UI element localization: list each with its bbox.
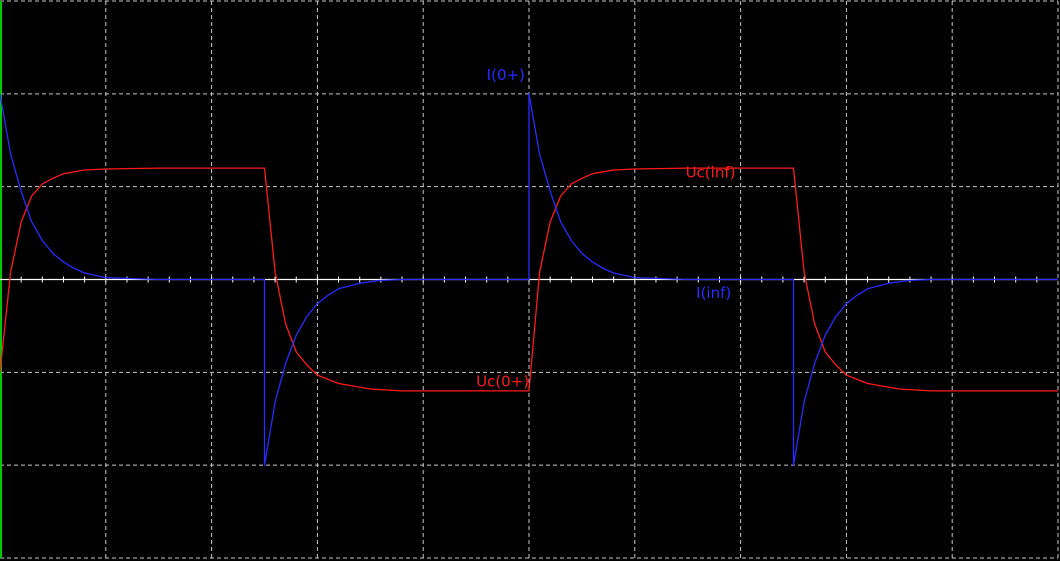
- annotation-label: Uc(inf): [686, 163, 736, 181]
- series-line-1: [0, 167, 1058, 392]
- annotation-label: Uc(0+): [476, 372, 529, 390]
- series-lines: [0, 93, 1058, 466]
- series-line-2: [0, 93, 1058, 466]
- annotations: I(0+) Uc(inf) I(inf) Uc(0+): [476, 66, 735, 390]
- annotation-label: I(0+): [487, 66, 525, 84]
- annotation-label: I(inf): [696, 284, 731, 302]
